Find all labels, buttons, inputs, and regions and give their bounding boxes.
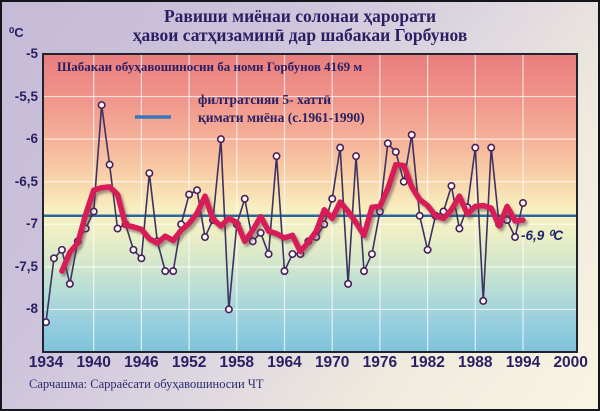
data-point-marker bbox=[161, 267, 170, 276]
y-tick-label: -6 bbox=[25, 131, 38, 147]
data-point-marker bbox=[407, 130, 416, 139]
data-point-marker bbox=[113, 224, 122, 233]
x-tick-label: 1988 bbox=[458, 354, 493, 371]
x-tick-label: 1946 bbox=[124, 354, 159, 371]
data-point-marker bbox=[193, 186, 202, 195]
y-tick-label: -5,5 bbox=[14, 88, 38, 104]
x-tick-label: 1952 bbox=[171, 354, 207, 371]
data-point-marker bbox=[280, 267, 289, 276]
filtered-series-line bbox=[59, 161, 526, 274]
x-tick-label: 1970 bbox=[314, 354, 350, 371]
data-point-marker bbox=[105, 160, 114, 169]
y-tick-label: -7,5 bbox=[14, 258, 38, 274]
data-point-marker bbox=[415, 211, 424, 220]
data-point-marker bbox=[479, 296, 488, 305]
legend-filtered-label: филтратсияи 5- хаттӣ bbox=[198, 92, 332, 107]
data-point-marker bbox=[344, 279, 353, 288]
data-point-marker bbox=[511, 233, 520, 242]
data-point-marker bbox=[336, 143, 345, 152]
data-point-marker bbox=[399, 177, 408, 186]
y-tick-label: -8 bbox=[25, 301, 38, 317]
data-point-marker bbox=[97, 101, 106, 110]
x-tick-label: 1994 bbox=[505, 354, 541, 371]
x-tick-label: 1958 bbox=[219, 354, 255, 371]
data-point-marker bbox=[248, 237, 257, 246]
data-point-marker bbox=[447, 181, 456, 190]
plot-frame bbox=[42, 53, 578, 353]
data-point-marker bbox=[518, 199, 527, 208]
data-point-marker bbox=[145, 169, 154, 178]
chart-title-line1: Равиши миёнаи солонаи ҳарорати bbox=[163, 6, 437, 26]
x-tick-label: 1934 bbox=[28, 354, 64, 371]
data-point-marker bbox=[455, 224, 464, 233]
y-axis-unit-label: ⁰C bbox=[9, 25, 24, 40]
data-point-marker bbox=[391, 147, 400, 156]
data-point-marker bbox=[423, 245, 432, 254]
x-tick-label: 1940 bbox=[76, 354, 111, 371]
y-tick-label: -7 bbox=[25, 216, 38, 232]
data-point-marker bbox=[57, 245, 66, 254]
chart-title: Равиши миёнаи солонаи ҳарорати ҳавои сат… bbox=[2, 7, 598, 45]
data-point-marker bbox=[288, 250, 297, 259]
chart-title-line2: ҳавои сатҳизаминӣ дар шабакаи Горбунов bbox=[132, 25, 468, 45]
data-point-marker bbox=[352, 152, 361, 161]
data-point-marker bbox=[169, 267, 178, 276]
data-point-marker bbox=[129, 245, 138, 254]
x-tick-label: 1976 bbox=[362, 354, 398, 371]
data-point-marker bbox=[224, 305, 233, 314]
data-point-marker bbox=[65, 279, 74, 288]
data-point-marker bbox=[201, 233, 210, 242]
data-point-marker bbox=[216, 135, 225, 144]
source-caption: Сарчашма: Сарраёсати обуҳавошиносии ЧТ bbox=[29, 377, 264, 391]
data-point-marker bbox=[328, 194, 337, 203]
mean-value-annotation: -6,9 ⁰C bbox=[521, 228, 564, 243]
data-point-marker bbox=[89, 207, 98, 216]
y-tick-label: -5 bbox=[25, 46, 38, 61]
data-point-marker bbox=[471, 143, 480, 152]
data-point-marker bbox=[256, 228, 265, 237]
data-point-marker bbox=[264, 250, 273, 259]
data-point-marker bbox=[49, 254, 58, 263]
data-point-marker bbox=[137, 254, 146, 263]
data-point-marker bbox=[240, 194, 249, 203]
x-tick-label: 1964 bbox=[267, 354, 302, 371]
data-point-marker bbox=[185, 190, 194, 199]
legend-mean-label: қимати миёна (с.1961-1990) bbox=[198, 110, 365, 125]
legend-station-label: Шабакаи обуҳавошиносии ба номи Горбунов … bbox=[57, 59, 363, 74]
data-point-marker bbox=[367, 250, 376, 259]
data-point-marker bbox=[383, 139, 392, 148]
x-tick-label: 1982 bbox=[410, 354, 445, 371]
x-tick-label: 2000 bbox=[553, 354, 588, 371]
data-point-marker bbox=[272, 152, 281, 161]
data-point-marker bbox=[487, 143, 496, 152]
y-tick-label: -6,5 bbox=[14, 173, 38, 189]
data-point-marker bbox=[359, 267, 368, 276]
